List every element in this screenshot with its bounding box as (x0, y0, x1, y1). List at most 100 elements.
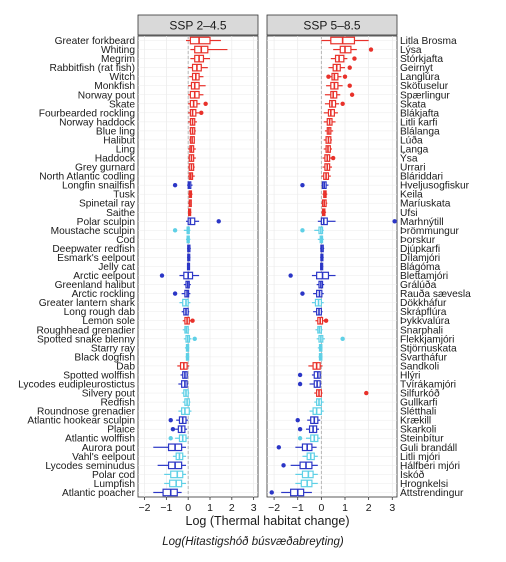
box-2-42 (309, 407, 324, 415)
outlier-point (300, 291, 305, 296)
box-2-31 (313, 307, 323, 316)
species-label-is: Snarphali (400, 325, 443, 336)
species-label-en: Lycodes seminudus (45, 461, 135, 472)
box-2-30 (311, 298, 324, 307)
box-2-36 (318, 353, 323, 361)
outlier-point (297, 436, 303, 441)
box-2-45 (297, 434, 321, 443)
species-label-is: Blákjafta (400, 108, 439, 119)
species-label-en: Starry ray (91, 343, 136, 354)
box-2-51 (269, 488, 312, 497)
box-1-16 (188, 172, 195, 180)
outlier-point (349, 92, 355, 97)
species-label-is: Þykkvalúra (400, 316, 450, 327)
outlier-point (190, 318, 195, 323)
species-label-is: Svartháfur (400, 352, 448, 363)
species-label-en: Atlantic hookear sculpin (27, 416, 135, 427)
species-label-is: Rauða sævesla (400, 288, 471, 300)
species-label-en: Monkfish (94, 81, 135, 92)
box-2-16 (321, 172, 331, 180)
box-2-50 (295, 479, 318, 488)
species-label-en: Plaice (107, 425, 135, 436)
box-2-12 (323, 136, 332, 144)
box-1-3 (190, 54, 210, 63)
panel-title: SSP 5–8.5 (303, 19, 360, 33)
box-2-48 (281, 461, 318, 470)
species-label-is: Litli mjóri (400, 452, 440, 463)
x-tick-label: 1 (342, 502, 348, 514)
outlier-point (347, 83, 352, 88)
outlier-point (269, 490, 274, 495)
box-2-18 (322, 190, 328, 199)
species-label-is: Sandkoli (400, 361, 439, 372)
species-label-en: Atlantic poacher (62, 488, 136, 499)
box-1-25 (187, 253, 191, 262)
box-2-19 (321, 199, 328, 208)
box-1-22 (172, 226, 191, 235)
outlier-point (297, 427, 303, 432)
species-label-is: Blálanga (400, 126, 440, 137)
box-2-33 (315, 325, 323, 334)
species-label-en: Roundnose grenadier (37, 407, 136, 418)
species-label-is: Þorskur (400, 235, 436, 246)
species-label-is: Keila (400, 190, 423, 201)
panels-layer: SSP 2–4.5 SSP 5–8.5 (137, 14, 398, 498)
species-label-en: Silvery pout (82, 389, 135, 400)
outlier-point (330, 155, 336, 161)
species-label-is: Ýsa (400, 152, 418, 165)
species-label-en: Norway pout (78, 90, 135, 101)
outlier-point (203, 101, 208, 106)
species-label-en: Lycodes eudipleurostictus (18, 380, 135, 391)
species-label-en: Arctic rockling (72, 289, 136, 300)
outlier-point (168, 417, 173, 423)
box-2-35 (317, 343, 323, 352)
box-2-41 (314, 398, 324, 406)
species-label-en: Spotted wolffish (63, 370, 135, 381)
species-label-en: Haddock (95, 154, 136, 165)
box-2-25 (320, 253, 324, 262)
species-label-is: Flekkjamjóri (400, 334, 454, 345)
species-label-en: Atlantic wolffish (65, 434, 135, 445)
species-label-en: Black dogfish (74, 352, 135, 363)
species-label-en: Greenland halibut (55, 280, 136, 291)
box-1-37 (177, 362, 190, 370)
species-label-is: Stórkjafta (400, 54, 443, 65)
x-tick-label: 2 (229, 502, 235, 514)
outlier-point (392, 219, 397, 224)
box-2-49 (295, 470, 318, 479)
species-label-en: Deepwater redfish (52, 244, 135, 255)
outlier-point (168, 436, 173, 441)
box-1-44 (170, 425, 188, 434)
outlier-point (192, 336, 197, 342)
x-tick-label: 2 (366, 502, 372, 514)
species-label-is: Lýsa (400, 45, 422, 56)
species-label-is: Skrápflúra (400, 307, 447, 318)
species-label-is: Skötuselur (400, 81, 449, 92)
species-label-en: Roughhead grenadier (36, 325, 135, 336)
box-1-20 (188, 208, 192, 217)
box-2-21 (317, 217, 397, 226)
species-label-is: Langa (400, 144, 429, 155)
box-1-19 (188, 199, 192, 208)
species-label-en: Redfish (100, 398, 135, 409)
outlier-point (368, 47, 374, 52)
species-label-is: Krækill (400, 416, 431, 427)
species-label-is: Hálfberi mjóri (400, 461, 460, 472)
box-1-23 (186, 235, 191, 244)
box-2-15 (322, 163, 332, 171)
box-2-10 (323, 118, 336, 126)
panel-strip (266, 14, 398, 36)
species-label-is: Silfurkóð (400, 388, 440, 400)
species-label-en: Tusk (113, 190, 136, 201)
box-1-50 (164, 479, 186, 488)
x-tick-label: 0 (318, 502, 324, 514)
species-label-en: Spotted snake blenny (37, 334, 136, 345)
outlier-point (172, 182, 178, 188)
figure-caption: Log(Hitastigshóð búsvæðabreyting) (162, 536, 344, 548)
species-label-is: Geirnyt (400, 63, 433, 74)
species-label-is: Þrömmungur (400, 226, 459, 237)
box-2-17 (300, 181, 329, 190)
box-2-44 (297, 425, 319, 434)
box-2-11 (324, 127, 334, 135)
